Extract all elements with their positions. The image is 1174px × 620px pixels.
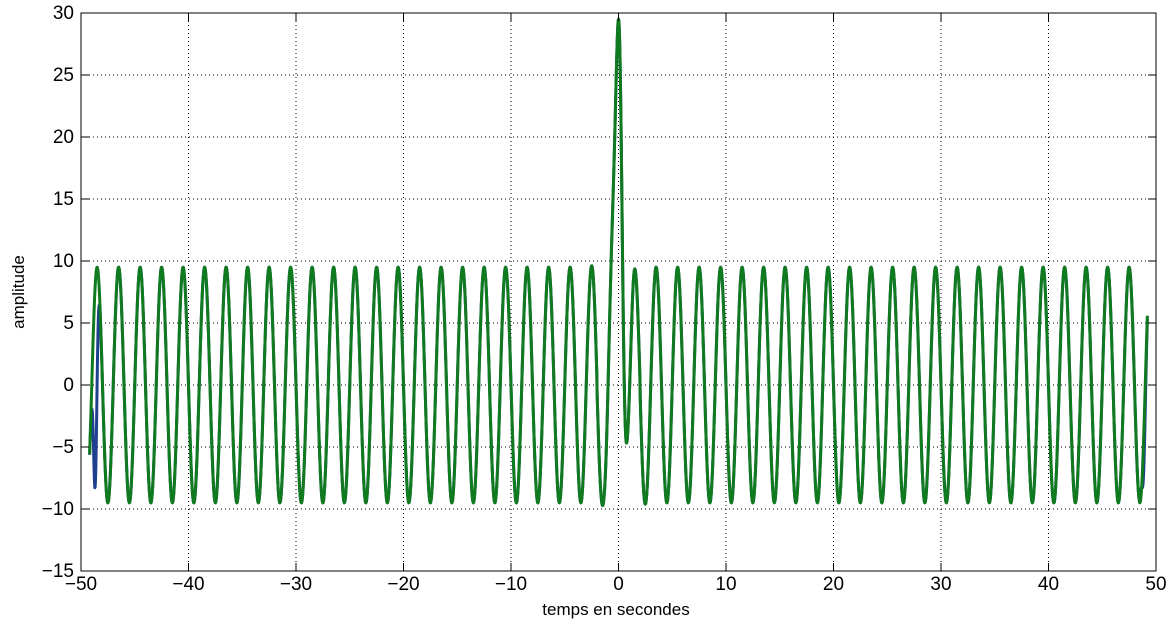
y-tick-label: 10	[53, 251, 74, 272]
y-tick-label: −5	[52, 437, 74, 458]
series-line-2	[88, 17, 1149, 508]
y-tick-label: 20	[53, 127, 74, 148]
plot-frame	[80, 12, 1157, 572]
x-tick-label: 0	[613, 574, 624, 595]
y-tick-label: 30	[53, 3, 74, 24]
x-tick-label: 10	[715, 574, 736, 595]
y-axis-label: amplitude	[9, 255, 28, 329]
y-tick-label: −10	[42, 499, 74, 520]
x-tick-label: −20	[387, 574, 419, 595]
series-line-1	[88, 17, 1149, 508]
y-tick-label: −15	[42, 561, 74, 582]
y-tick-label: 5	[63, 313, 74, 334]
x-tick-label: 40	[1038, 574, 1059, 595]
tick-layer: −50 −40 −30 −20 −10 0 10 20 30 40 50−15−10−5051015…	[42, 3, 1167, 595]
x-tick-label: −50	[65, 574, 97, 595]
x-tick-label: −10	[495, 574, 527, 595]
y-tick-label: 0	[63, 375, 74, 396]
x-tick-label: 50	[1145, 574, 1166, 595]
x-tick-label: 30	[930, 574, 951, 595]
x-tick-label: −30	[280, 574, 312, 595]
series-layer	[88, 17, 1149, 508]
y-tick-label: 15	[53, 189, 74, 210]
grid-lines	[81, 13, 1156, 571]
x-tick-label: 20	[823, 574, 844, 595]
x-axis-label: temps en secondes	[542, 600, 689, 619]
y-tick-label: 25	[53, 65, 74, 86]
x-tick-label: −40	[172, 574, 204, 595]
